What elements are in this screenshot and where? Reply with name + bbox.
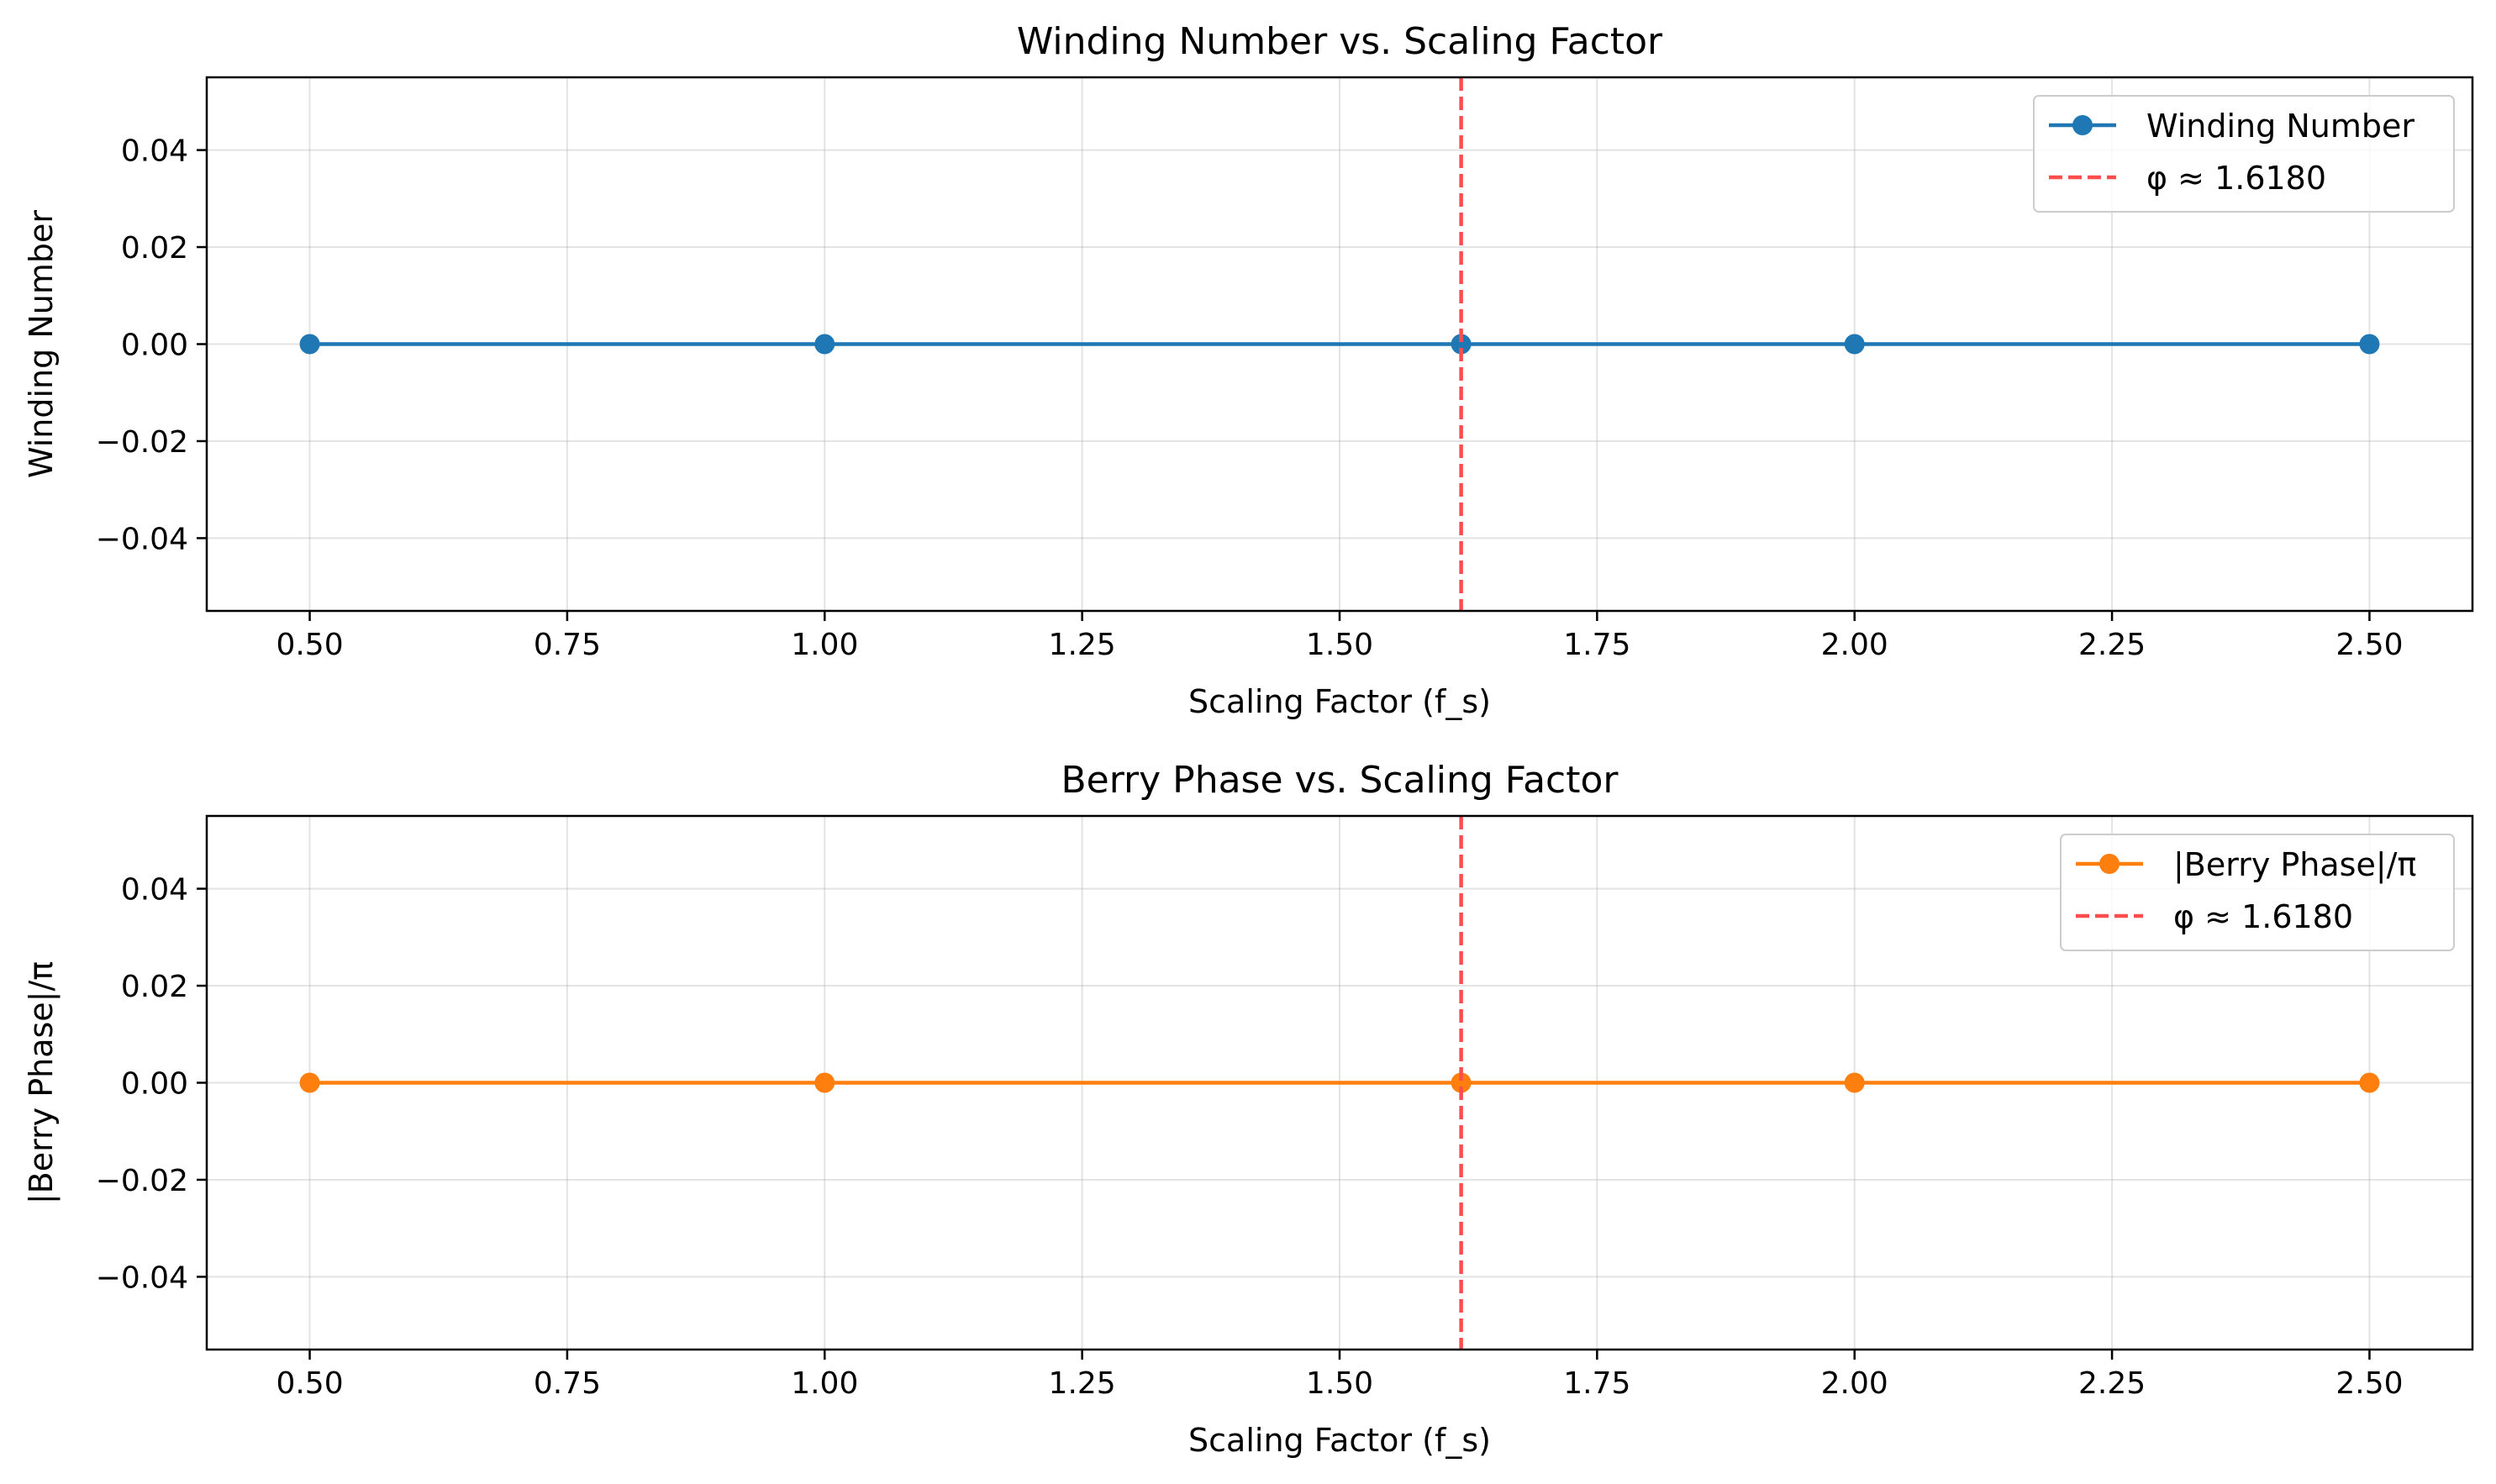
y-tick-label: −0.02	[96, 1164, 188, 1198]
x-tick-label: 1.00	[791, 1366, 858, 1401]
legend-series-marker	[2099, 854, 2119, 874]
data-point	[1844, 334, 1865, 355]
y-tick-label: 0.00	[121, 329, 188, 363]
data-point	[814, 1072, 835, 1093]
data-point	[1844, 1072, 1865, 1093]
winding-number-panel: Winding Number vs. Scaling Factor 0.50 0.…	[23, 20, 2474, 720]
y-tick-label: −0.04	[96, 1260, 188, 1295]
x-tick-label: 2.25	[2078, 628, 2146, 662]
x-tick-labels: 0.50 0.75 1.00 1.25 1.50 1.75 2.00 2.25 2.50	[276, 1350, 2404, 1401]
legend-box	[2033, 95, 2455, 213]
x-tick-label: 2.25	[2078, 1366, 2146, 1401]
y-tick-label: 0.02	[121, 970, 188, 1004]
data-point	[299, 1072, 320, 1093]
x-tick-label: 1.50	[1306, 1366, 1373, 1401]
panel-title: Berry Phase vs. Scaling Factor	[1061, 759, 1619, 802]
x-axis-label: Scaling Factor (f_s)	[1188, 683, 1491, 720]
panel-title: Winding Number vs. Scaling Factor	[1017, 20, 1663, 63]
y-tick-labels: −0.04 −0.02 0.00 0.02 0.04	[96, 873, 207, 1295]
x-tick-label: 2.00	[1821, 628, 1888, 662]
y-axis-label: Winding Number	[23, 210, 60, 478]
x-axis-label: Scaling Factor (f_s)	[1188, 1422, 1491, 1459]
y-tick-label: 0.04	[121, 873, 188, 908]
x-tick-label: 1.75	[1563, 1366, 1630, 1401]
x-tick-label: 2.50	[2335, 1366, 2403, 1401]
data-point	[814, 334, 835, 355]
x-tick-label: 0.75	[534, 628, 601, 662]
legend-series-marker	[2072, 115, 2093, 135]
x-tick-label: 2.50	[2335, 628, 2403, 662]
legend-series-label: Winding Number	[2146, 108, 2414, 145]
y-tick-label: −0.02	[96, 425, 188, 460]
x-tick-label: 2.00	[1821, 1366, 1888, 1401]
data-point	[2359, 1072, 2380, 1093]
y-tick-label: −0.04	[96, 522, 188, 556]
berry-phase-panel: Berry Phase vs. Scaling Factor 0.50 0.75 1…	[23, 759, 2474, 1459]
legend-box	[2060, 834, 2455, 951]
x-tick-label: 0.75	[534, 1366, 601, 1401]
legend: Winding Number φ ≈ 1.6180	[2033, 95, 2455, 213]
y-tick-label: 0.02	[121, 231, 188, 266]
x-tick-label: 1.25	[1049, 1366, 1116, 1401]
x-tick-label: 1.50	[1306, 628, 1373, 662]
legend-reference-label: φ ≈ 1.6180	[2173, 898, 2353, 935]
data-point	[299, 334, 320, 355]
x-tick-label: 1.25	[1049, 628, 1116, 662]
y-tick-labels: −0.04 −0.02 0.00 0.02 0.04	[96, 134, 207, 556]
x-tick-label: 1.75	[1563, 628, 1630, 662]
x-tick-label: 0.50	[276, 1366, 343, 1401]
legend-series-label: |Berry Phase|/π	[2173, 846, 2416, 884]
data-point	[1451, 1072, 1472, 1093]
legend-reference-label: φ ≈ 1.6180	[2146, 160, 2326, 197]
y-tick-label: 0.00	[121, 1067, 188, 1102]
y-tick-label: 0.04	[121, 134, 188, 169]
x-tick-label: 1.00	[791, 628, 858, 662]
data-point	[1451, 334, 1472, 355]
legend: |Berry Phase|/π φ ≈ 1.6180	[2060, 834, 2455, 951]
x-tick-label: 0.50	[276, 628, 343, 662]
x-tick-labels: 0.50 0.75 1.00 1.25 1.50 1.75 2.00 2.25 2.50	[276, 611, 2404, 662]
y-axis-label: |Berry Phase|/π	[23, 961, 61, 1204]
data-point	[2359, 334, 2380, 355]
